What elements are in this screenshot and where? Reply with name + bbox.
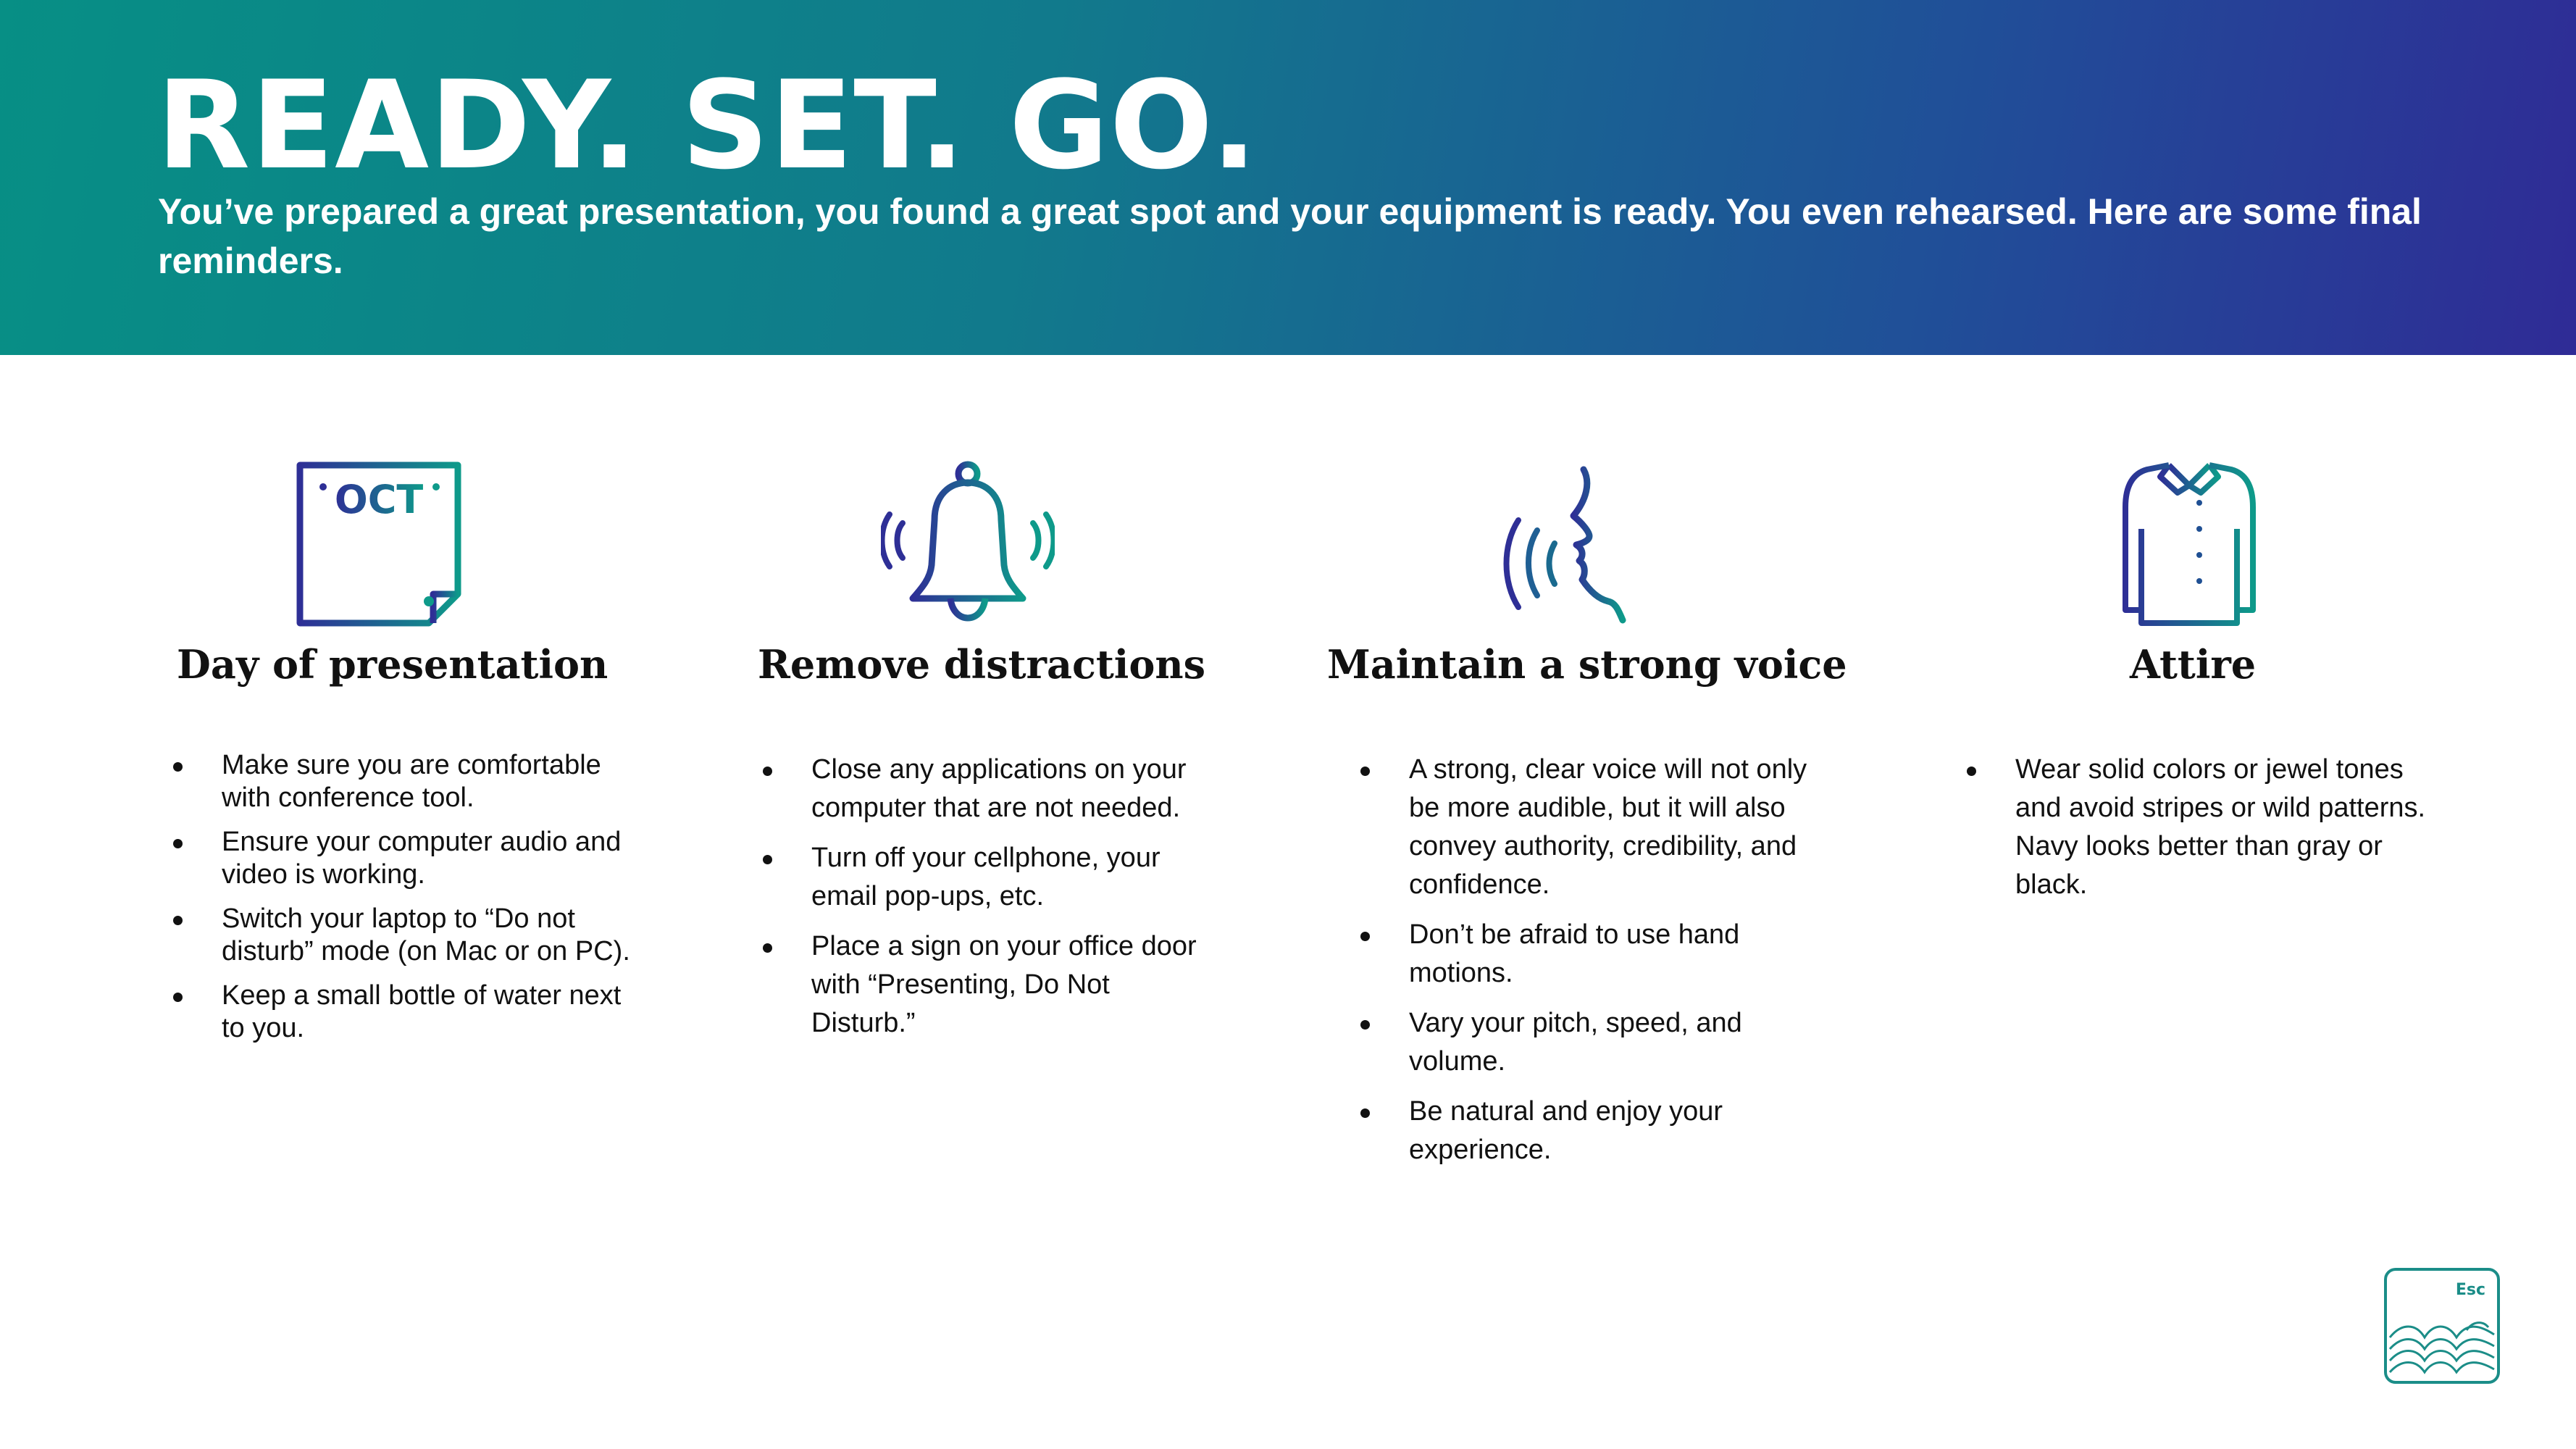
list-item: Close any applications on your computer … xyxy=(761,751,1210,827)
list-item: Turn off your cellphone, your email pop-… xyxy=(761,839,1210,916)
esc-label: Esc xyxy=(2455,1281,2485,1299)
list-item: Place a sign on your office door with “P… xyxy=(761,927,1210,1043)
speaking-face-icon xyxy=(1481,456,1655,630)
page-subtitle: You’ve prepared a great presentation, yo… xyxy=(158,191,2422,281)
bell-icon xyxy=(881,456,1055,630)
list-maintain-strong-voice: A strong, clear voice will not only be m… xyxy=(1358,751,1822,1181)
list-item: Make sure you are comfortable with confe… xyxy=(171,749,635,814)
header-banner: READY. SET. GO. You’ve prepared a great … xyxy=(0,0,2576,355)
list-remove-distractions: Close any applications on your computer … xyxy=(761,751,1210,1054)
list-item: A strong, clear voice will not only be m… xyxy=(1358,751,1822,904)
shirt-icon xyxy=(2102,456,2276,630)
list-item: Wear solid colors or jewel tones and avo… xyxy=(1965,751,2428,904)
column-title-remove-distractions: Remove distractions xyxy=(758,641,1205,688)
list-item: Be natural and enjoy your experience. xyxy=(1358,1093,1822,1169)
list-day-of-presentation: Make sure you are comfortable with confe… xyxy=(171,749,635,1056)
page-title: READY. SET. GO. xyxy=(156,54,1258,196)
list-attire: Wear solid colors or jewel tones and avo… xyxy=(1965,751,2428,916)
calendar-label: OCT xyxy=(335,477,424,522)
list-item: Switch your laptop to “Do not disturb” m… xyxy=(171,903,635,968)
list-item: Don’t be afraid to use hand motions. xyxy=(1358,916,1822,993)
column-title-day-of-presentation: Day of presentation xyxy=(177,641,609,688)
column-title-maintain-strong-voice: Maintain a strong voice xyxy=(1327,641,1847,688)
calendar-icon: OCT xyxy=(291,456,465,630)
list-item: Vary your pitch, speed, and volume. xyxy=(1358,1004,1822,1081)
list-item: Keep a small bottle of water next to you… xyxy=(171,980,635,1045)
column-title-attire: Attire xyxy=(2130,641,2257,688)
esc-logo[interactable]: Esc xyxy=(2384,1268,2500,1384)
list-item: Ensure your computer audio and video is … xyxy=(171,826,635,891)
waves-icon xyxy=(2388,1321,2495,1374)
